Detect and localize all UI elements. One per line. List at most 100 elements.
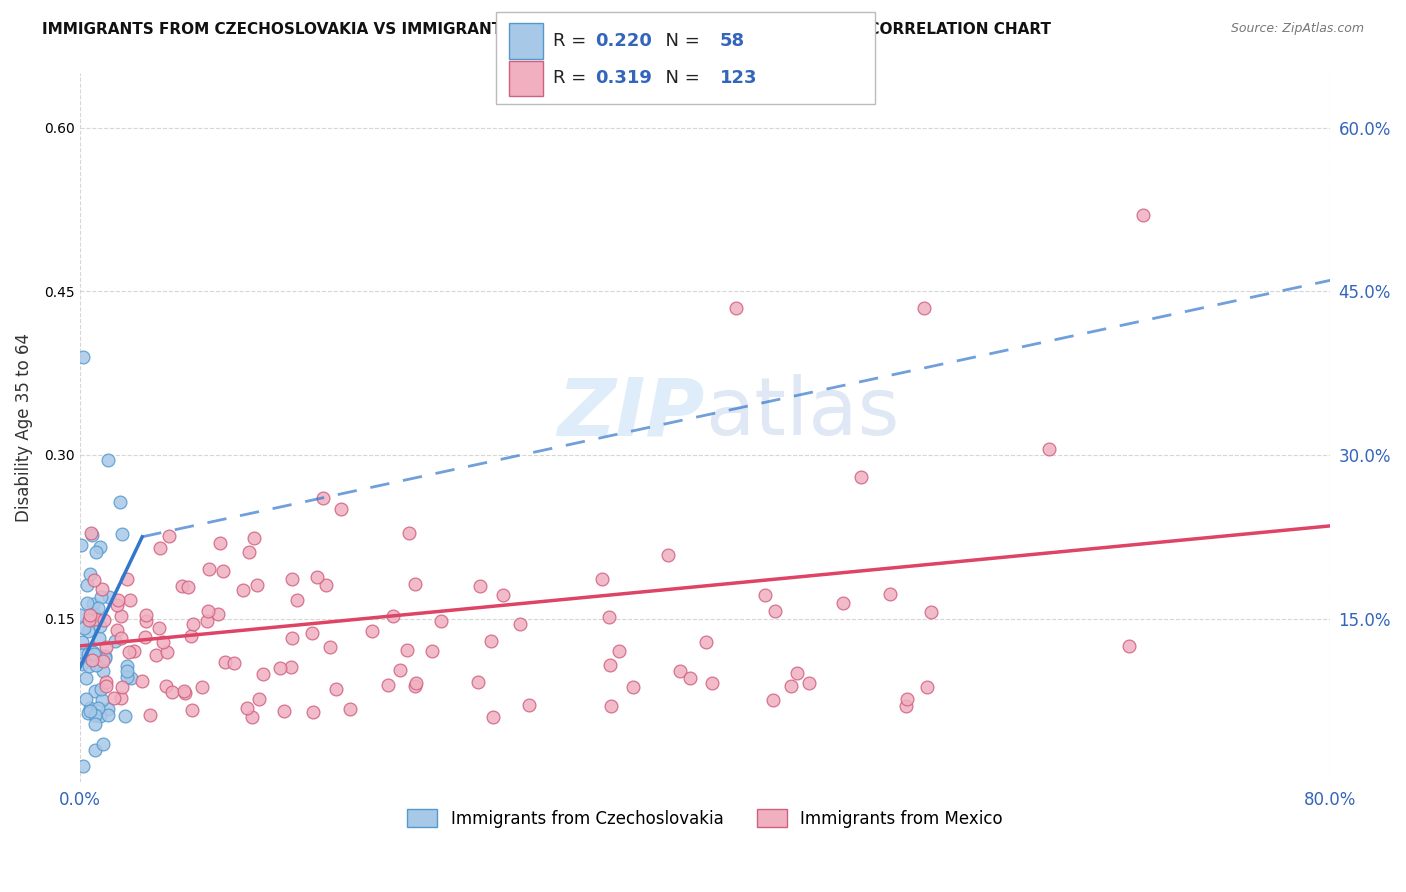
Point xyxy=(84,707,107,722)
Point xyxy=(377,678,399,692)
Point xyxy=(879,587,901,601)
Point xyxy=(94,674,117,689)
Text: IMMIGRANTS FROM CZECHOSLOVAKIA VS IMMIGRANTS FROM MEXICO DISABILITY AGE 35 TO 64: IMMIGRANTS FROM CZECHOSLOVAKIA VS IMMIGR… xyxy=(42,22,1052,37)
Point xyxy=(156,645,179,659)
Point xyxy=(281,631,304,645)
Point xyxy=(509,617,531,632)
Text: ZIP: ZIP xyxy=(558,375,704,452)
Point xyxy=(104,633,127,648)
Point xyxy=(214,655,236,669)
Point xyxy=(422,643,444,657)
Point xyxy=(96,640,118,655)
Text: R =: R = xyxy=(553,32,592,50)
Point xyxy=(695,634,717,648)
Point xyxy=(269,660,291,674)
Point xyxy=(851,470,873,484)
Point xyxy=(831,596,853,610)
Point xyxy=(325,681,347,696)
Point xyxy=(89,541,111,555)
Point xyxy=(762,693,785,707)
Point xyxy=(195,615,218,629)
Point xyxy=(173,684,195,698)
Point xyxy=(177,580,200,594)
Point xyxy=(120,671,142,685)
Point xyxy=(80,526,103,541)
Point xyxy=(77,624,100,638)
Point xyxy=(72,350,94,364)
Point xyxy=(481,634,503,648)
Point xyxy=(481,710,503,724)
Point xyxy=(111,680,134,694)
Point xyxy=(87,601,110,615)
Point xyxy=(86,544,108,558)
Point xyxy=(492,588,515,602)
Point xyxy=(84,657,107,672)
Point xyxy=(395,643,418,657)
Point xyxy=(72,759,94,773)
Point xyxy=(679,671,702,685)
Point xyxy=(111,527,134,541)
Point xyxy=(117,665,139,679)
Point xyxy=(105,598,128,612)
Point xyxy=(242,531,264,545)
Point xyxy=(83,612,105,626)
Point xyxy=(301,705,323,719)
Point xyxy=(134,630,156,644)
Point xyxy=(236,700,259,714)
Point xyxy=(115,572,138,586)
Point xyxy=(360,624,382,638)
Point xyxy=(763,604,786,618)
Point xyxy=(79,658,101,673)
Text: Source: ZipAtlas.com: Source: ZipAtlas.com xyxy=(1230,22,1364,36)
Point xyxy=(181,616,204,631)
Point xyxy=(70,634,93,648)
Point xyxy=(398,526,420,541)
Point xyxy=(83,573,105,587)
Point xyxy=(89,619,111,633)
Point xyxy=(600,698,623,713)
Text: N =: N = xyxy=(654,32,706,50)
Point xyxy=(157,529,180,543)
Point xyxy=(405,676,427,690)
Text: 0.319: 0.319 xyxy=(595,70,651,87)
Point xyxy=(190,680,212,694)
Point xyxy=(155,679,177,693)
Point xyxy=(246,578,269,592)
Point xyxy=(145,648,167,663)
Point xyxy=(280,660,302,674)
Point xyxy=(467,675,489,690)
Point xyxy=(89,709,111,723)
Point xyxy=(517,698,540,713)
Point xyxy=(404,577,426,591)
Point xyxy=(301,626,323,640)
Point xyxy=(70,657,93,671)
Point xyxy=(252,666,274,681)
Legend: Immigrants from Czechoslovakia, Immigrants from Mexico: Immigrants from Czechoslovakia, Immigran… xyxy=(401,803,1010,834)
Point xyxy=(122,644,145,658)
Point xyxy=(180,629,202,643)
Point xyxy=(779,679,801,693)
Point xyxy=(281,572,304,586)
Point xyxy=(173,686,195,700)
Point xyxy=(79,566,101,581)
Point xyxy=(79,607,101,622)
Point xyxy=(90,590,112,604)
Point xyxy=(79,704,101,718)
Point xyxy=(82,653,104,667)
Point xyxy=(912,301,935,315)
Point xyxy=(91,737,114,751)
Point xyxy=(1132,208,1154,222)
Point xyxy=(319,640,342,654)
Point xyxy=(599,658,621,673)
Y-axis label: Disability Age 35 to 64: Disability Age 35 to 64 xyxy=(15,334,32,522)
Point xyxy=(82,597,104,611)
Point xyxy=(115,659,138,673)
Point xyxy=(117,645,139,659)
Point xyxy=(118,593,141,607)
Point xyxy=(82,528,104,542)
Text: R =: R = xyxy=(553,70,592,87)
Point xyxy=(224,656,246,670)
Point xyxy=(87,701,110,715)
Point xyxy=(82,645,104,659)
Point xyxy=(110,631,132,645)
